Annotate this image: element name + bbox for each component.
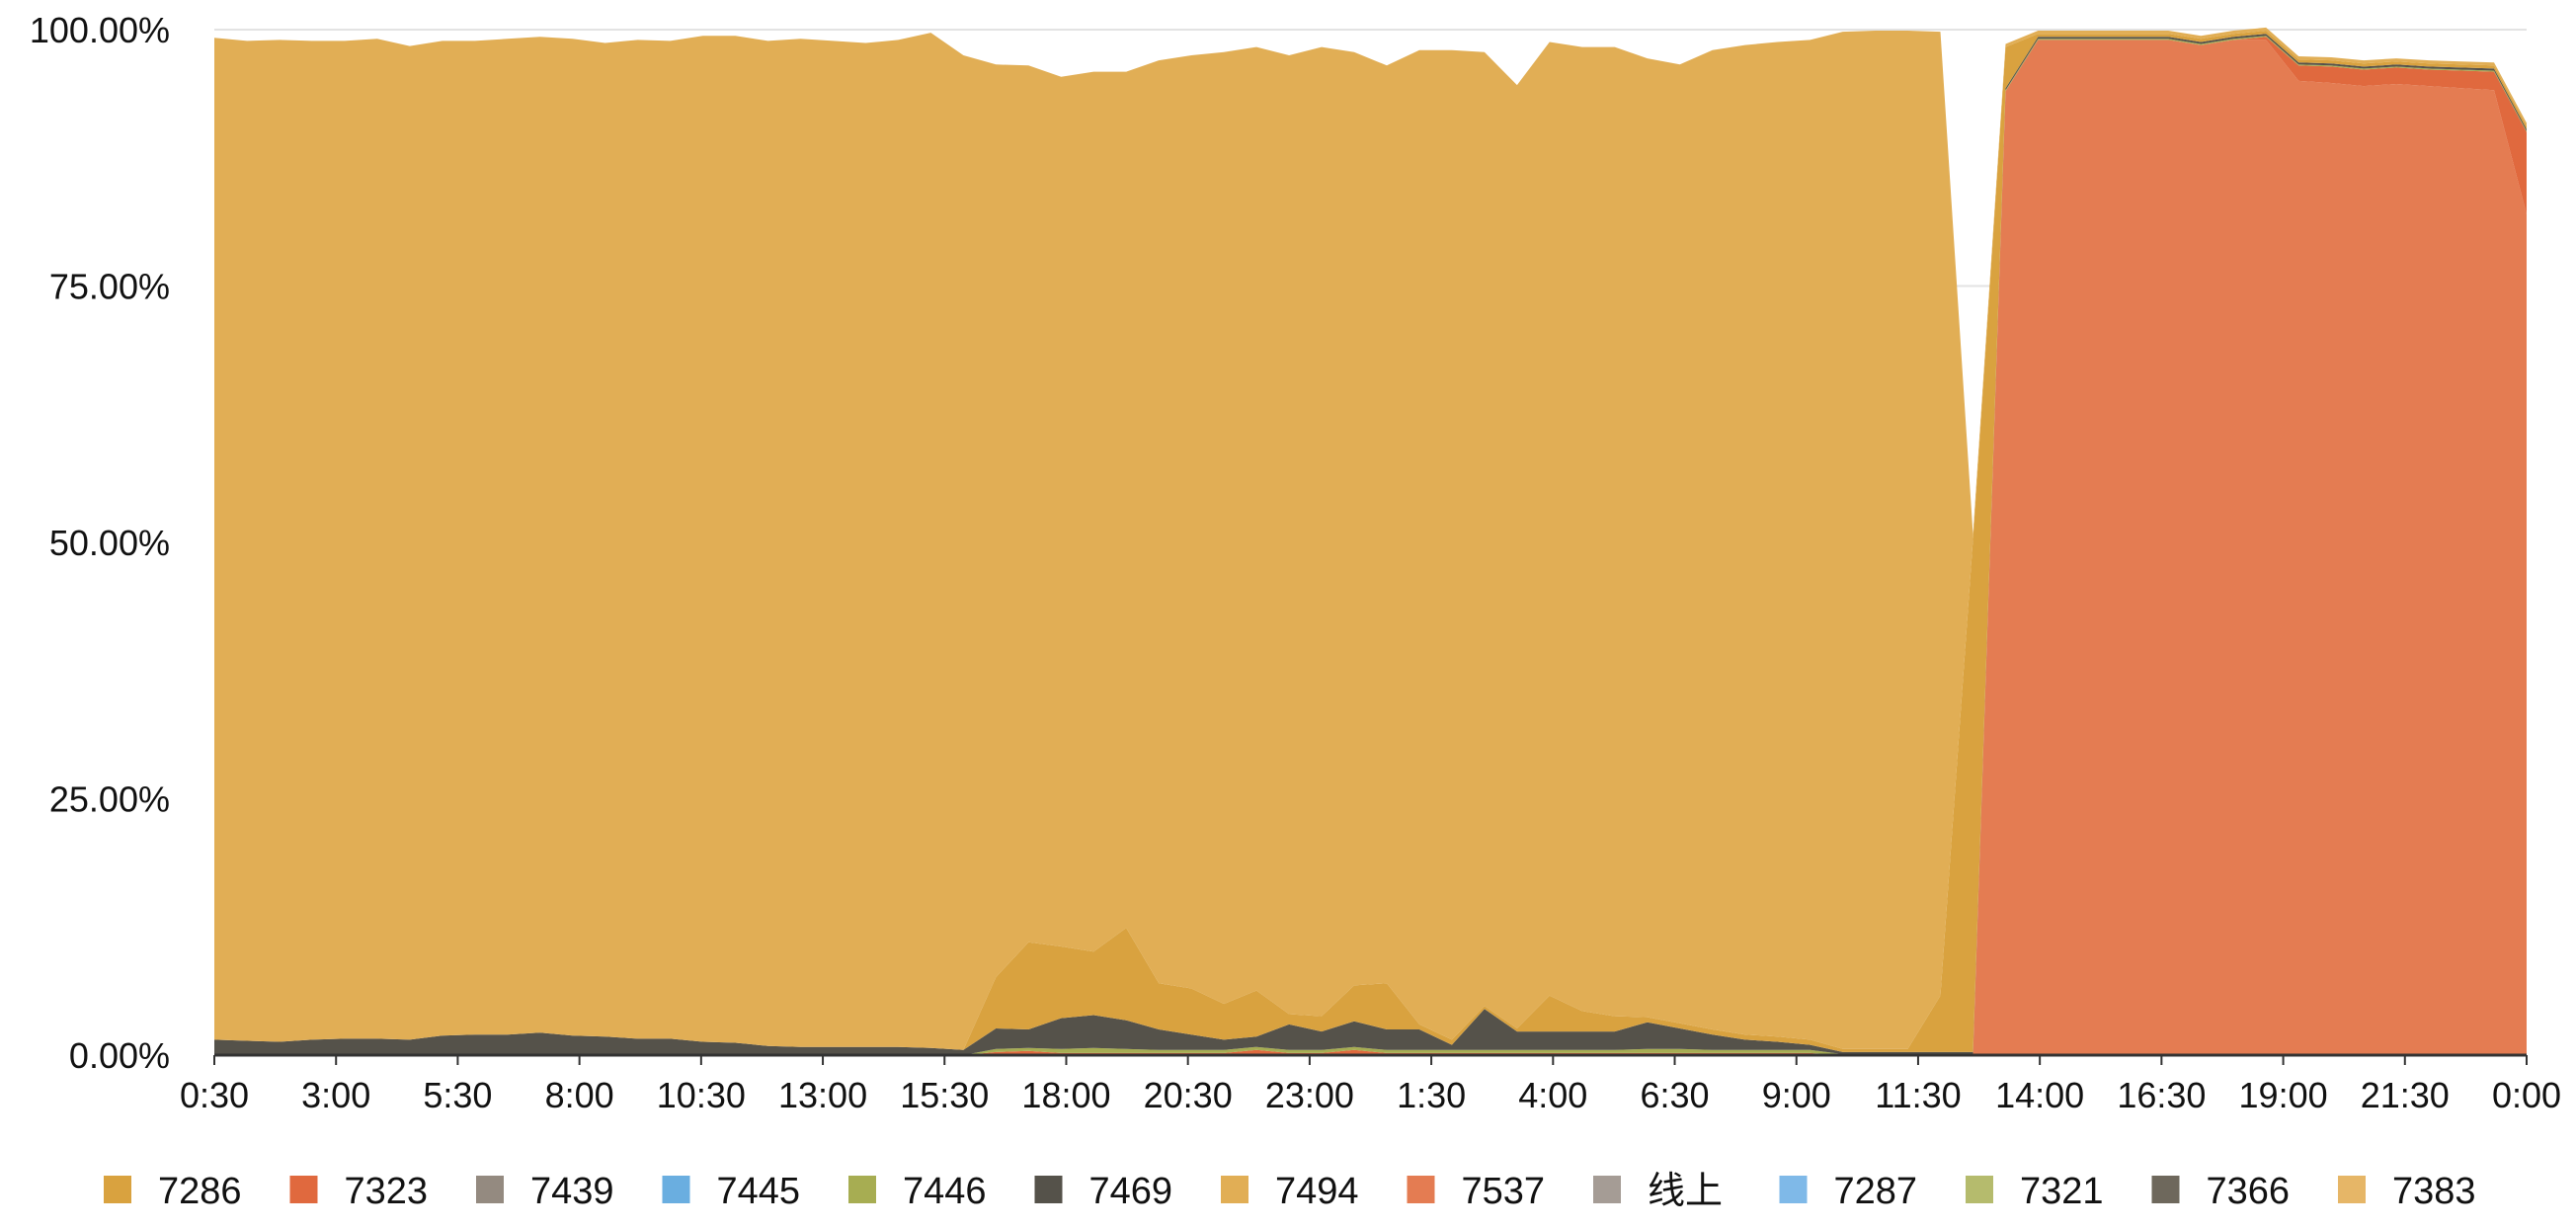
y-tick-label: 0.00%	[69, 1035, 170, 1076]
y-tick-label: 75.00%	[49, 267, 170, 307]
x-tick-label: 11:30	[1875, 1075, 1961, 1115]
x-tick-label: 15:30	[900, 1075, 989, 1115]
legend: 7286 7323 7439 7445 7446 7469 7494 7537 线上 7287 73…	[104, 1171, 2476, 1212]
legend-label: 7469	[1089, 1171, 1173, 1212]
x-tick-label: 4:00	[1518, 1075, 1587, 1115]
legend-label: 线上	[1648, 1171, 1723, 1212]
x-tick-label: 9:00	[1762, 1075, 1831, 1115]
legend-swatch	[1779, 1176, 1808, 1203]
legend-swatch	[2338, 1176, 2366, 1203]
legend-label: 7537	[1462, 1171, 1546, 1212]
x-tick-label: 8:00	[545, 1075, 614, 1115]
legend-swatch	[1966, 1176, 1993, 1203]
y-tick-label: 25.00%	[49, 779, 170, 820]
legend-swatch	[1221, 1176, 1248, 1203]
legend-swatch	[848, 1176, 876, 1203]
legend-label: 7366	[2207, 1171, 2291, 1212]
x-tick-label: 16:30	[2117, 1075, 2206, 1115]
x-tick-label: 1:30	[1397, 1075, 1466, 1115]
plot-area	[214, 27, 2527, 1056]
x-tick-label: 21:30	[2361, 1075, 2450, 1115]
x-tick-label: 14:00	[1995, 1075, 2084, 1115]
legend-label: 7439	[530, 1171, 614, 1212]
y-tick-label: 50.00%	[49, 523, 170, 563]
legend-label: 7494	[1275, 1171, 1359, 1212]
x-tick-label: 13:00	[778, 1075, 867, 1115]
legend-swatch	[1593, 1176, 1621, 1203]
x-tick-label: 3:00	[301, 1075, 370, 1115]
legend-label: 7383	[2392, 1171, 2476, 1212]
x-tick-label: 0:30	[180, 1075, 249, 1115]
x-tick-label: 0:00	[2492, 1075, 2561, 1115]
legend-swatch	[1407, 1176, 1435, 1203]
legend-label: 7446	[903, 1171, 987, 1212]
x-tick-label: 6:30	[1640, 1075, 1709, 1115]
legend-label: 7445	[717, 1171, 801, 1212]
legend-label: 7321	[2020, 1171, 2104, 1212]
x-tick-label: 20:30	[1144, 1075, 1233, 1115]
x-tick-label: 19:00	[2239, 1075, 2328, 1115]
legend-swatch	[2151, 1176, 2180, 1203]
legend-swatch	[662, 1176, 690, 1203]
legend-swatch	[104, 1176, 131, 1203]
x-tick-label: 10:30	[657, 1075, 746, 1115]
legend-swatch	[476, 1176, 504, 1203]
axes: 0.00% 25.00% 50.00% 75.00% 100.00% 0:30 3:00 5:…	[30, 10, 2561, 1115]
legend-label: 7286	[158, 1171, 242, 1212]
x-tick-label: 23:00	[1265, 1075, 1354, 1115]
legend-label: 7287	[1834, 1171, 1918, 1212]
legend-swatch	[289, 1176, 318, 1203]
x-tick-label: 5:30	[423, 1075, 492, 1115]
area-series-7537	[214, 40, 2527, 1055]
legend-swatch	[1034, 1176, 1063, 1203]
x-tick-label: 18:00	[1021, 1075, 1110, 1115]
y-tick-label: 100.00%	[30, 10, 170, 50]
area-series-7494	[214, 27, 2527, 1050]
legend-label: 7323	[345, 1171, 429, 1212]
